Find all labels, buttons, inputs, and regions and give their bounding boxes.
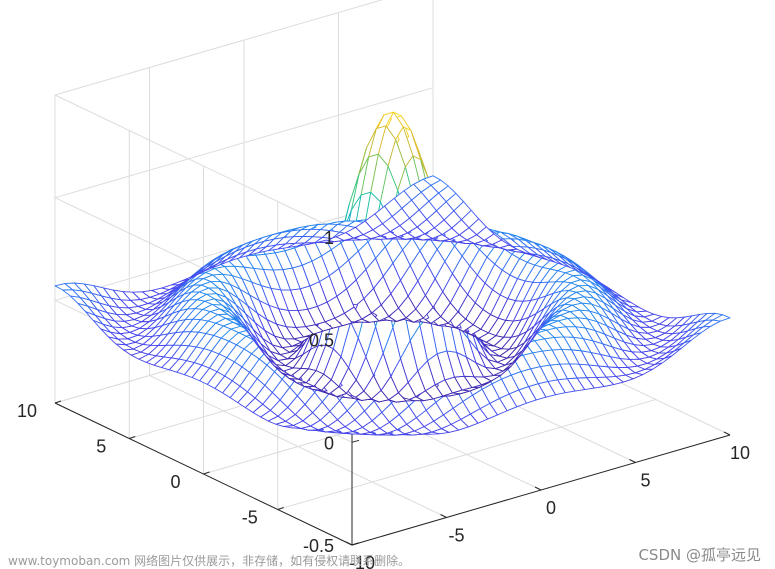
watermark-author: CSDN @孤亭远见	[638, 546, 761, 564]
z-tick-mark	[351, 439, 360, 443]
z-tick-label: 0.5	[309, 331, 334, 351]
y-tick-mark	[277, 507, 284, 510]
y-tick-mark	[203, 471, 210, 475]
y-tick-mark	[54, 400, 62, 404]
y-tick-mark	[129, 436, 136, 439]
y-tick-mark	[351, 542, 359, 546]
tick-labels: -0.5 0 0.5 1 -10 -5 0 5 10 -5 0 5 10	[17, 228, 750, 569]
x-tick-label: 0	[546, 498, 556, 518]
x-tick-label: -10	[349, 553, 375, 569]
x-tick-mark	[534, 486, 542, 491]
grid-line	[277, 399, 656, 510]
z-tick-label: 1	[324, 228, 334, 248]
mesh-cell	[54, 283, 73, 291]
y-tick-label: -5	[242, 508, 258, 528]
x-tick-mark	[345, 541, 353, 546]
y-tick-label: 0	[170, 472, 180, 492]
y-tick-label: 10	[17, 401, 37, 421]
x-tick-label: 10	[730, 443, 750, 463]
grid-line	[54, 0, 384, 96]
x-tick-mark	[629, 459, 636, 463]
z-tick-label: -0.5	[303, 536, 334, 556]
surface-mesh	[54, 111, 731, 436]
grid-line	[54, 87, 434, 199]
x-tick-mark	[440, 514, 447, 518]
grid-line	[54, 94, 353, 238]
y-tick-label: 5	[96, 437, 106, 457]
x-tick-label: -5	[448, 526, 464, 546]
z-tick-label: 0	[324, 433, 334, 453]
x-tick-label: 5	[640, 471, 650, 491]
x-tick-mark	[723, 431, 731, 436]
watermark-source: www.toymoban.com 网络图片仅供展示，非存储，如有侵权请联系删除。	[8, 554, 411, 568]
